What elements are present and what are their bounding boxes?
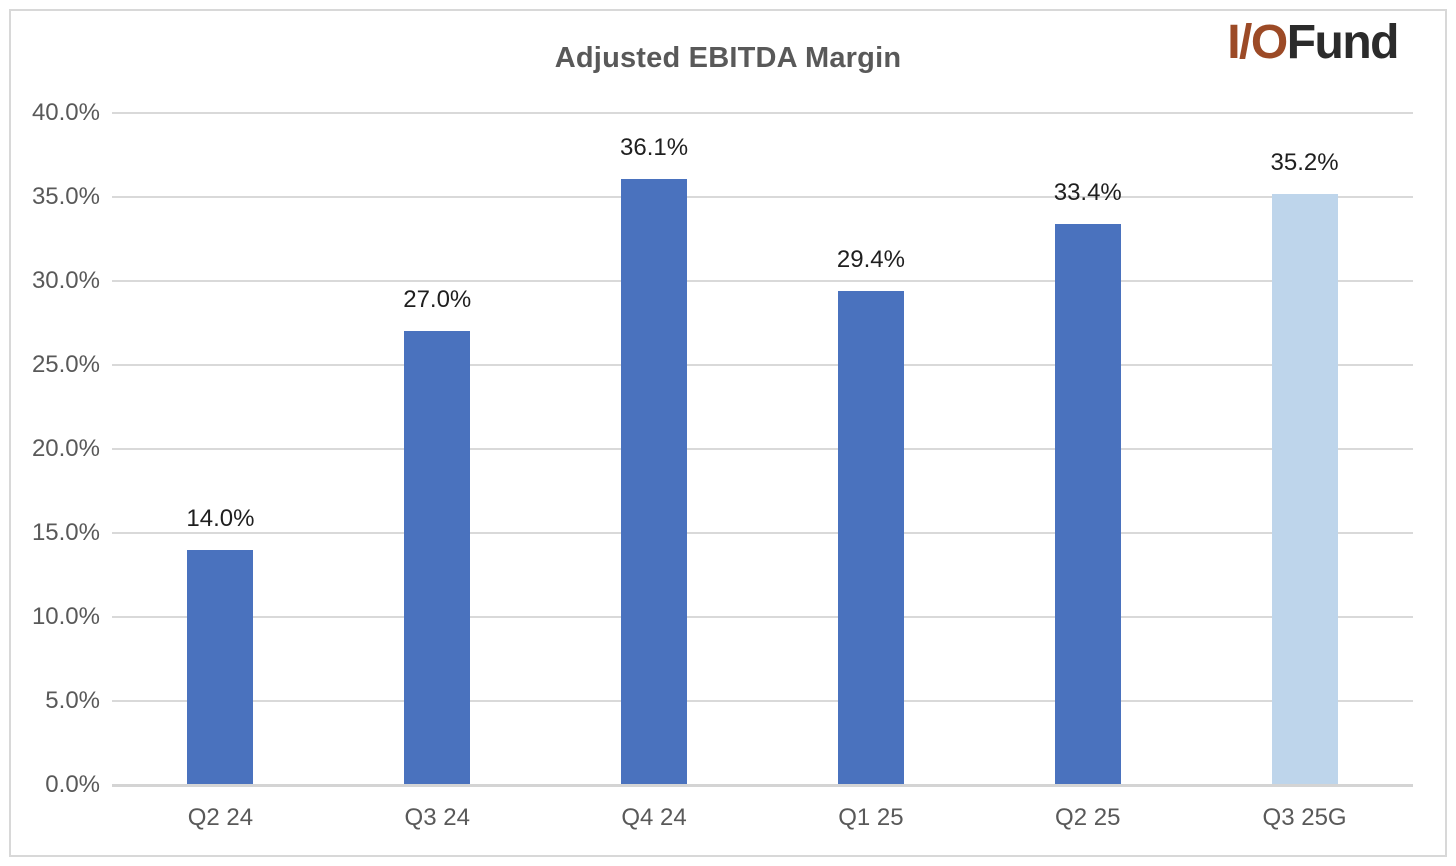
bar	[404, 331, 471, 785]
logo-fund-text: Fund	[1286, 16, 1400, 69]
chart-title: Adjusted EBITDA Margin	[554, 42, 902, 74]
gridline	[112, 112, 1413, 114]
bar-value-label: 29.4%	[836, 246, 905, 274]
bar	[837, 291, 904, 785]
y-axis-tick-label: 15.0%	[31, 519, 100, 546]
bar-value-label: 36.1%	[620, 133, 689, 161]
bar-value-label: 14.0%	[186, 504, 255, 532]
gridline	[112, 196, 1413, 198]
gridline	[112, 280, 1413, 282]
x-axis-category-label: Q4 24	[621, 804, 687, 831]
bar-value-label: 35.2%	[1270, 148, 1339, 176]
y-axis-tick-label: 30.0%	[31, 267, 100, 294]
bar-value-label: 27.0%	[403, 286, 472, 314]
x-axis-line	[112, 784, 1413, 787]
logo-io-text: I/O	[1227, 16, 1288, 69]
bar-value-label: 33.4%	[1053, 178, 1122, 206]
y-axis-tick-label: 20.0%	[31, 435, 100, 462]
y-axis-tick-label: 35.0%	[31, 183, 100, 210]
x-axis-category-label: Q3 25G	[1262, 804, 1347, 831]
y-axis-tick-label: 5.0%	[45, 687, 100, 714]
gridline	[112, 700, 1413, 702]
io-fund-logo: I/OFund	[1227, 16, 1400, 69]
x-axis-category-label: Q2 25	[1055, 804, 1121, 831]
bar	[187, 549, 254, 785]
gridline	[112, 616, 1413, 618]
y-axis-tick-label: 0.0%	[45, 771, 100, 798]
bar	[1054, 223, 1121, 785]
gridline	[112, 532, 1413, 534]
y-axis-tick-label: 10.0%	[31, 603, 100, 630]
x-axis-category-label: Q2 24	[187, 804, 254, 831]
x-axis-category-label: Q1 25	[838, 804, 904, 831]
gridline	[112, 448, 1413, 450]
y-axis-tick-label: 40.0%	[31, 99, 100, 126]
bar	[1271, 193, 1338, 785]
y-axis-tick-label: 25.0%	[31, 351, 100, 378]
bar	[621, 178, 688, 785]
gridline	[112, 364, 1413, 366]
x-axis-category-label: Q3 24	[404, 804, 470, 831]
